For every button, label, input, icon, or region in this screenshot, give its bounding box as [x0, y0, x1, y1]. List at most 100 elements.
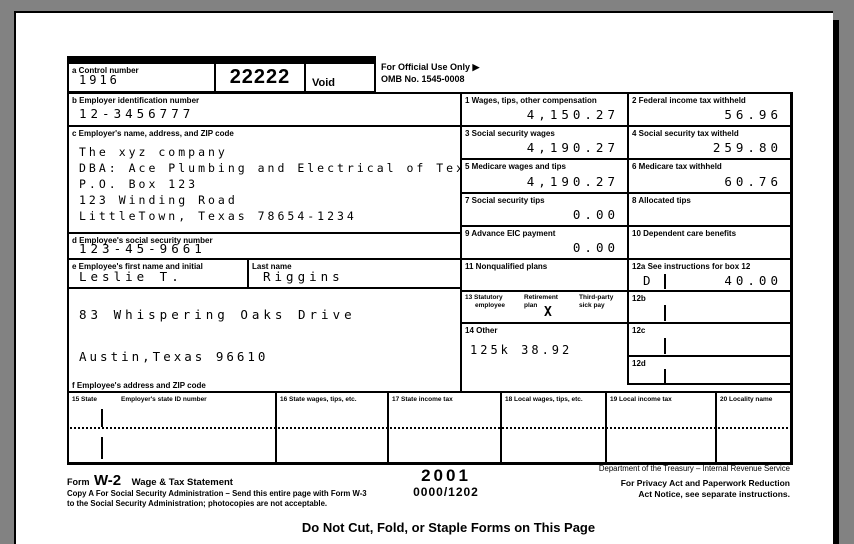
box-2-federal-tax: 2 Federal income tax withheld 56.96 — [627, 92, 790, 125]
control-number-label: a Control number — [72, 66, 139, 75]
box-10-label: 10 Dependent care benefits — [632, 229, 737, 238]
box-12c-tick — [664, 338, 666, 354]
box-13-statutory-label: 13 Statutory employee — [465, 294, 505, 309]
box-12a-label: 12a See instructions for box 12 — [632, 262, 751, 271]
employer-line-5: LittleTown, Texas 78654-1234 — [79, 209, 357, 223]
box-9-value: 0.00 — [572, 240, 619, 255]
form-grid-outline — [67, 92, 793, 465]
employee-first-name-value: Leslie T. — [79, 269, 183, 284]
box-1-value: 4,150.27 — [526, 107, 619, 122]
form-top-rule — [67, 56, 376, 62]
box-13-number: 13 — [465, 294, 473, 301]
box-13-retirement-checkbox-mark: X — [544, 305, 552, 320]
form-code-box: 22222 — [214, 62, 306, 93]
box-3-label: 3 Social security wages — [465, 129, 555, 138]
box-12b: 12b — [627, 290, 790, 322]
box-18-label: 18 Local wages, tips, etc. — [505, 396, 583, 403]
employer-ein-box: b Employer identification number 12-3456… — [67, 92, 460, 125]
do-not-cut-note: Do Not Cut, Fold, or Staple Forms on Thi… — [301, 520, 596, 535]
box-16-label: 16 State wages, tips, etc. — [280, 396, 357, 403]
box-6-medicare-tax: 6 Medicare tax withheld 60.76 — [627, 158, 790, 192]
employee-ssn-value: 123-45-9661 — [79, 241, 206, 256]
box-15-state: 15 State Employer's state ID number — [67, 391, 275, 462]
box-20-label: 20 Locality name — [720, 396, 773, 403]
form-word: Form — [67, 477, 90, 487]
omb-number: OMB No. 1545-0008 — [381, 74, 465, 84]
box-11-label: 11 Nonqualified plans — [465, 262, 548, 271]
employee-ssn-box: d Employee's social security number 123-… — [67, 232, 460, 258]
publication-number: 0000/1202 — [413, 485, 479, 499]
employee-first-name-label: e Employee's first name and initial — [72, 262, 203, 271]
box-12d-tick — [664, 369, 666, 384]
box-17-label: 17 State income tax — [392, 396, 453, 403]
state-row-dashed-divider — [67, 427, 792, 429]
employer-line-1: The xyz company — [79, 145, 228, 159]
box-12c: 12c — [627, 322, 790, 355]
box-12a-value: 40.00 — [724, 273, 782, 288]
form-code-value: 22222 — [229, 66, 291, 88]
form-id-line: Form W-2 Wage & Tax Statement — [67, 472, 233, 490]
employee-last-name-label: Last name — [252, 262, 292, 271]
box-1-label: 1 Wages, tips, other compensation — [465, 96, 597, 105]
employee-address-box: 83 Whispering Oaks Drive Austin,Texas 96… — [67, 287, 460, 391]
box-17-state-income-tax: 17 State income tax — [387, 391, 500, 462]
page-drop-shadow — [833, 20, 839, 544]
tax-year: 2001 — [421, 466, 471, 485]
w2-form-page: a Control number 1916 22222 Void For Off… — [14, 11, 833, 544]
box-8-allocated-tips: 8 Allocated tips — [627, 192, 790, 225]
box-13-sickpay-label: Third-party sick pay — [579, 294, 614, 309]
box-14-label: 14 Other — [465, 326, 498, 335]
employer-name-label: c Employer's name, address, and ZIP code — [72, 129, 234, 138]
box-9-advance-eic: 9 Advance EIC payment 0.00 — [460, 225, 627, 258]
box-19-label: 19 Local income tax — [610, 396, 672, 403]
employer-name-address-box: c Employer's name, address, and ZIP code… — [67, 125, 483, 232]
box-5-label: 5 Medicare wages and tips — [465, 162, 566, 171]
box-7-value: 0.00 — [572, 207, 619, 222]
box-9-label: 9 Advance EIC payment — [465, 229, 556, 238]
employee-first-name-box: e Employee's first name and initial Lesl… — [67, 258, 247, 287]
form-title: Wage & Tax Statement — [131, 477, 233, 488]
box-12a-tick — [664, 274, 666, 289]
box-4-value: 259.80 — [712, 140, 782, 155]
box-15-upper-tick — [101, 409, 103, 427]
treasury-block: Department of the Treasury – Internal Re… — [496, 464, 790, 500]
box-20-locality-name: 20 Locality name — [715, 391, 790, 462]
box-3-ss-wages: 3 Social security wages 4,190.27 — [460, 125, 627, 158]
box-12d-label: 12d — [632, 359, 646, 368]
box-7-ss-tips: 7 Social security tips 0.00 — [460, 192, 627, 225]
box-3-value: 4,190.27 — [526, 140, 619, 155]
box-6-label: 6 Medicare tax withheld — [632, 162, 722, 171]
box-15-state-id-label: Employer's state ID number — [121, 396, 207, 403]
box-12c-label: 12c — [632, 326, 646, 335]
box-15-lower-tick — [101, 437, 103, 459]
box-5-value: 4,190.27 — [526, 174, 619, 189]
void-label: Void — [312, 77, 336, 89]
box-12a-code: D — [643, 273, 655, 288]
box-18-local-wages: 18 Local wages, tips, etc. — [500, 391, 605, 462]
official-use-block: For Official Use Only ▶ OMB No. 1545-000… — [381, 61, 479, 85]
box-16-state-wages: 16 State wages, tips, etc. — [275, 391, 387, 462]
box-5-medicare-wages: 5 Medicare wages and tips 4,190.27 — [460, 158, 627, 192]
employer-line-4: 123 Winding Road — [79, 193, 238, 207]
copy-a-note: Copy A For Social Security Administratio… — [67, 489, 437, 509]
treasury-department-line: Department of the Treasury – Internal Re… — [598, 464, 790, 473]
employee-address-line-2: Austin,Texas 96610 — [79, 349, 269, 364]
copy-a-line-1: Copy A For Social Security Administratio… — [67, 489, 367, 498]
control-number-value: 1916 — [79, 73, 120, 87]
box-2-label: 2 Federal income tax withheld — [632, 96, 746, 105]
copy-a-line-2: to the Social Security Administration; p… — [67, 499, 328, 508]
employer-ein-label: b Employer identification number — [72, 96, 200, 105]
control-number-box: a Control number 1916 — [67, 62, 216, 93]
box-8-label: 8 Allocated tips — [632, 196, 691, 205]
box-1-wages: 1 Wages, tips, other compensation 4,150.… — [460, 92, 627, 125]
box-14-value: 125k 38.92 — [470, 343, 573, 357]
employee-last-name-value: Riggins — [263, 269, 344, 284]
employee-address-label: f Employee's address and ZIP code — [72, 381, 206, 390]
box-12d: 12d — [627, 355, 790, 385]
privacy-act-line-2: Act Notice, see separate instructions. — [638, 489, 790, 499]
box-7-label: 7 Social security tips — [465, 196, 545, 205]
box-13-retirement-label: Retirement plan — [524, 294, 558, 309]
official-use-label: For Official Use Only ▶ — [381, 62, 480, 72]
box-19-local-income-tax: 19 Local income tax — [605, 391, 715, 462]
